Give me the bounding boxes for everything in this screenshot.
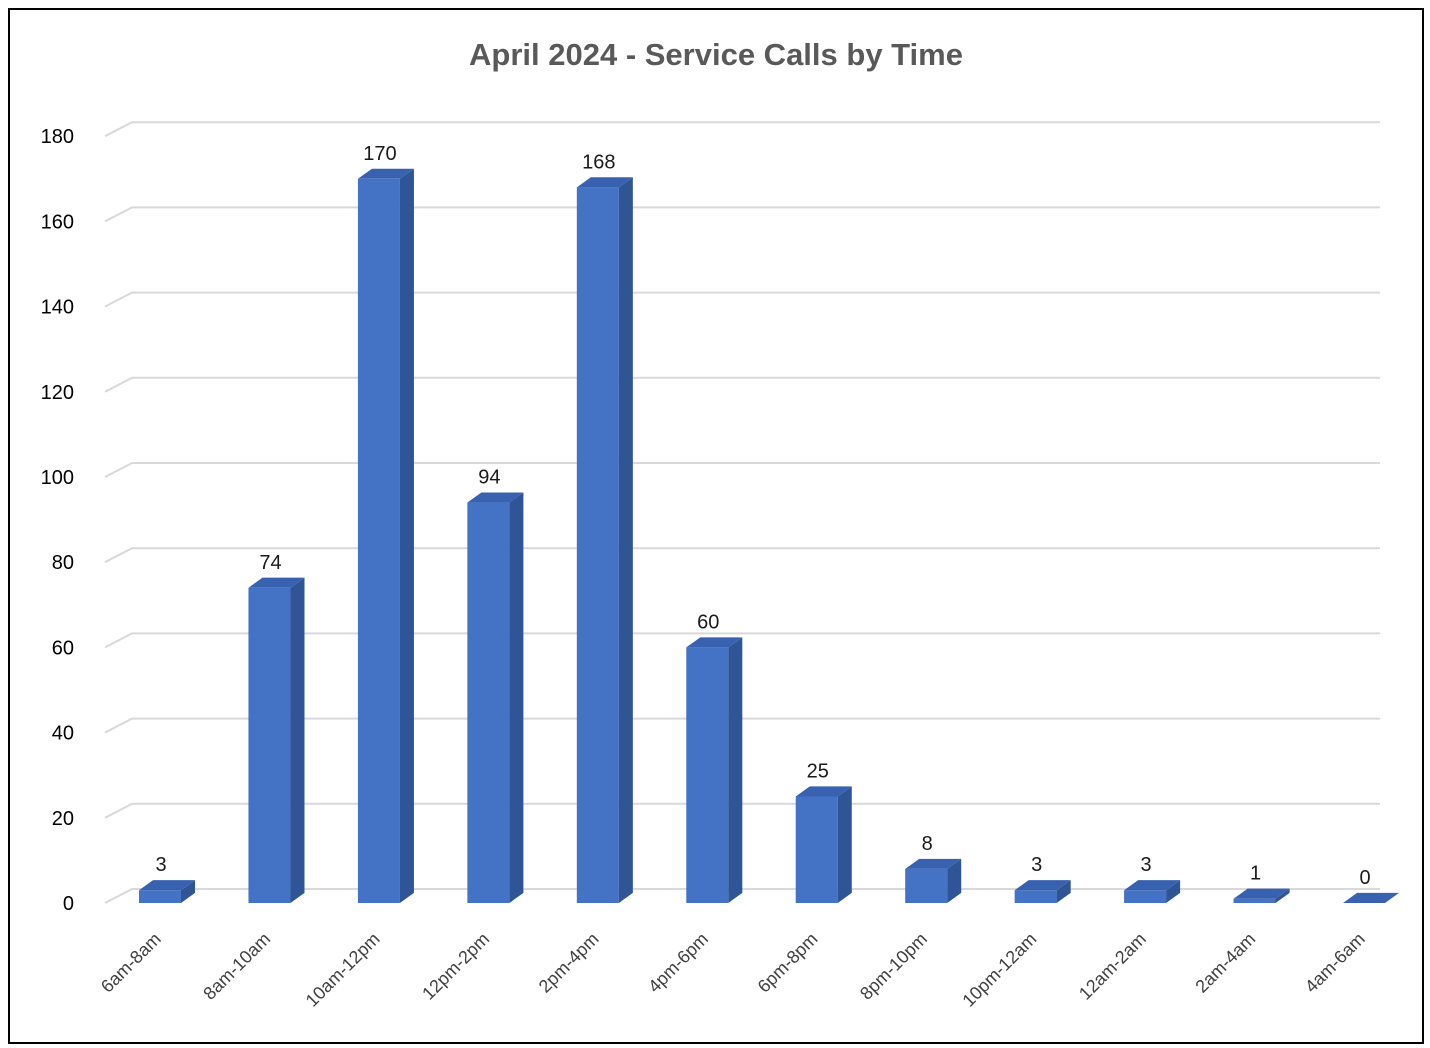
bar-side	[290, 577, 305, 903]
x-category-label: 2am-4am	[1191, 929, 1259, 997]
bar	[1233, 888, 1290, 903]
bar	[248, 577, 305, 903]
bar-side	[399, 168, 414, 904]
bar-side	[618, 177, 633, 904]
chart-frame: April 2024 - Service Calls by Time 0 20 40…	[8, 8, 1424, 1044]
x-category-label: 10am-12pm	[302, 929, 384, 1011]
bar-chart: April 2024 - Service Calls by Time 0 20 40…	[41, 37, 1400, 1011]
x-category-label: 4pm-6pm	[644, 929, 712, 997]
bar-top	[1124, 880, 1181, 891]
bar	[1124, 880, 1181, 903]
bar-top	[686, 637, 743, 648]
data-label: 60	[697, 611, 719, 633]
y-tick-label: 20	[52, 808, 74, 830]
gridline	[104, 206, 1380, 223]
bar-side	[1056, 880, 1071, 903]
bar-top	[139, 880, 196, 891]
data-label: 0	[1359, 867, 1370, 889]
data-label: 25	[807, 761, 829, 783]
gridlines	[104, 121, 1380, 904]
bar-top	[1343, 892, 1400, 903]
bar	[467, 492, 524, 903]
x-category-label: 12pm-2pm	[418, 929, 493, 1004]
bar-front	[357, 178, 400, 904]
x-category-label: 10pm-12am	[958, 929, 1040, 1011]
y-tick-label: 100	[41, 467, 74, 489]
bar-front	[905, 868, 948, 903]
data-label: 3	[1141, 854, 1152, 876]
y-tick-label: 140	[41, 297, 74, 319]
data-label: 170	[363, 143, 396, 165]
bar-front	[1233, 898, 1276, 903]
bar	[686, 637, 743, 903]
bars	[139, 168, 1400, 904]
bar	[1343, 892, 1400, 904]
y-axis-ticks: 0 20 40 60 80 100 120 140 160 180	[41, 126, 74, 915]
bar-side	[509, 492, 524, 903]
x-category-label: 6am-8am	[97, 929, 165, 997]
bar-front	[467, 502, 510, 903]
x-axis-categories: 6am-8am 8am-10am 10am-12pm 12pm-2pm 2pm-4pm 4…	[97, 929, 1369, 1011]
bar-side	[728, 637, 743, 903]
bar-top	[357, 168, 414, 179]
y-tick-label: 160	[41, 211, 74, 233]
y-tick-label: 80	[52, 552, 74, 574]
bar-side	[837, 786, 852, 903]
bar-side	[947, 858, 962, 903]
bar	[357, 168, 414, 904]
x-category-label: 6pm-8pm	[754, 929, 822, 997]
bar	[1014, 880, 1071, 903]
data-label: 1	[1250, 863, 1261, 885]
x-category-label: 12am-2am	[1075, 929, 1150, 1004]
data-label: 168	[582, 151, 615, 173]
gridline	[104, 547, 1380, 564]
bar-front	[1124, 890, 1167, 903]
gridline	[104, 376, 1380, 393]
bar-side	[1166, 880, 1181, 903]
bar-front	[576, 187, 619, 903]
bar-top	[1014, 880, 1071, 891]
data-label: 8	[922, 833, 933, 855]
data-label: 94	[478, 467, 500, 489]
gridline	[104, 291, 1380, 308]
bar	[139, 880, 196, 903]
bar-front	[795, 796, 838, 903]
bar	[905, 858, 962, 903]
bar-top	[1233, 888, 1290, 899]
x-category-label: 4am-6am	[1301, 929, 1369, 997]
gridline	[104, 888, 1380, 904]
x-category-label: 8pm-10pm	[856, 929, 931, 1004]
gridline	[104, 632, 1380, 649]
x-category-label: 8am-10am	[199, 929, 274, 1004]
bar-top	[905, 858, 962, 869]
y-tick-label: 0	[63, 893, 74, 915]
data-label: 74	[259, 552, 281, 574]
bar-front	[686, 647, 729, 903]
y-tick-label: 120	[41, 382, 74, 404]
bar-top	[795, 786, 852, 797]
bar-side	[1275, 888, 1290, 903]
gridline	[104, 717, 1380, 734]
bar	[576, 177, 633, 904]
chart-title: April 2024 - Service Calls by Time	[469, 37, 963, 72]
bar-front	[139, 890, 181, 903]
gridline	[104, 121, 1380, 138]
bar-side	[181, 880, 196, 903]
bar-front	[248, 587, 291, 903]
gridline	[104, 802, 1380, 819]
y-tick-label: 180	[41, 126, 74, 148]
y-tick-label: 40	[52, 723, 74, 745]
bar-front	[1014, 890, 1057, 903]
data-labels: 3 74 170 94 168 60 25 8 3 3 1 0	[155, 143, 1370, 889]
data-label: 3	[1031, 854, 1042, 876]
y-tick-label: 60	[52, 637, 74, 659]
bar-top	[467, 492, 524, 503]
x-category-label: 2pm-4pm	[535, 929, 603, 997]
bar	[795, 786, 852, 903]
data-label: 3	[155, 854, 166, 876]
gridline	[104, 462, 1380, 478]
bar-top	[576, 177, 633, 188]
bar-top	[248, 577, 305, 588]
